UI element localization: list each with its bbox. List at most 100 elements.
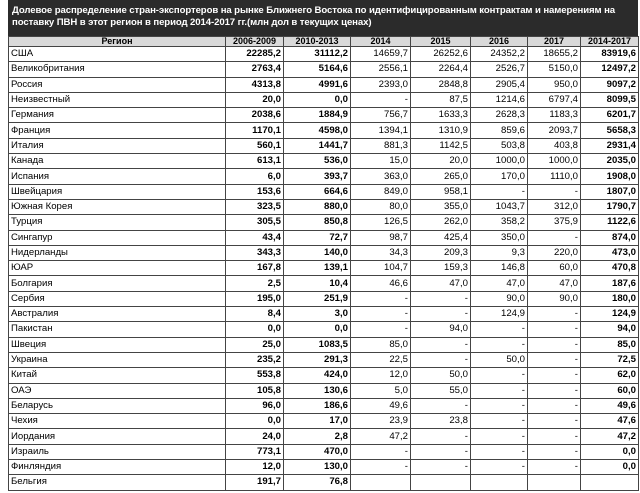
value-cell: 0,0 <box>580 459 639 476</box>
region-cell: Неизвестный <box>8 91 226 109</box>
table-row: Турция 305,5 850,8 126,5 262,0 358,2 375,9 1122… <box>8 214 639 231</box>
header-row: Регион 2006-2009 2010-2013 2014 2015 2016 2017… <box>8 36 639 47</box>
value-cell: 126,5 <box>350 214 411 231</box>
value-cell: 1170,1 <box>225 122 284 139</box>
value-cell: 393,7 <box>283 168 351 185</box>
value-cell: - <box>410 336 471 353</box>
value-cell: - <box>350 306 411 323</box>
value-cell: 5658,3 <box>580 122 639 139</box>
table-title: Долевое распределение стран-экспортеров … <box>8 0 638 36</box>
value-cell: 24,0 <box>225 428 284 445</box>
value-cell: 9097,2 <box>580 76 639 93</box>
value-cell: 159,3 <box>410 260 471 277</box>
value-cell: 2093,7 <box>527 122 581 139</box>
region-cell: ЮАР <box>8 260 226 277</box>
value-cell: - <box>527 382 581 399</box>
value-cell: 139,1 <box>283 260 351 277</box>
value-cell: 94,0 <box>580 321 639 338</box>
value-cell: 265,0 <box>410 168 471 185</box>
table-row: Украина 235,2 291,3 22,5-50,0-72,5 <box>8 351 639 369</box>
value-cell: 2035,0 <box>580 153 639 170</box>
value-cell: 23,8 <box>410 413 471 430</box>
value-cell: 153,6 <box>225 183 284 200</box>
value-cell: 23,9 <box>350 413 411 430</box>
value-cell: - <box>527 321 581 338</box>
value-cell: 6,0 <box>225 168 284 185</box>
value-cell: 20,0 <box>225 91 284 109</box>
value-cell: 4313,8 <box>225 76 284 93</box>
table-row: Италия 560,1 1441,7 881,3 1142,5 503,8 403,8 29… <box>8 137 639 155</box>
value-cell: - <box>350 91 411 109</box>
value-cell: 191,7 <box>225 474 284 491</box>
value-cell: 849,0 <box>350 183 411 200</box>
value-cell: 8,4 <box>225 306 284 323</box>
value-cell: 291,3 <box>283 351 351 369</box>
value-cell: 251,9 <box>283 290 351 308</box>
region-cell: Сербия <box>8 290 226 308</box>
value-cell: 47,2 <box>350 428 411 445</box>
value-cell: 85,0 <box>350 336 411 353</box>
value-cell: 12,0 <box>350 367 411 384</box>
value-cell: - <box>410 351 471 369</box>
region-cell: Израиль <box>8 443 226 461</box>
column-header: 2014-2017 <box>580 36 639 47</box>
region-cell: Нидерланды <box>8 244 226 262</box>
value-cell: 49,6 <box>580 397 639 415</box>
value-cell: 1441,7 <box>283 137 351 155</box>
value-cell: 90,0 <box>470 290 528 308</box>
value-cell: 47,0 <box>410 275 471 292</box>
value-cell: 140,0 <box>283 244 351 262</box>
value-cell: 323,5 <box>225 198 284 216</box>
table-header: Регион 2006-2009 2010-2013 2014 2015 2016 2017… <box>8 36 639 47</box>
table-body: США 22285,2 31112,2 14659,7 26252,6 24352,2 18… <box>8 45 639 491</box>
value-cell: - <box>410 443 471 461</box>
value-cell: - <box>350 321 411 338</box>
value-cell: 1000,0 <box>527 153 581 170</box>
value-cell: - <box>470 336 528 353</box>
value-cell: - <box>470 413 528 430</box>
value-cell: 72,5 <box>580 351 639 369</box>
value-cell: 18655,2 <box>527 45 581 63</box>
value-cell: 1110,0 <box>527 168 581 185</box>
value-cell: 363,0 <box>350 168 411 185</box>
value-cell: 2393,0 <box>350 76 411 93</box>
value-cell: 859,6 <box>470 122 528 139</box>
table-row: Нидерланды 343,3 140,0 34,3 209,3 9,3 220,0 473… <box>8 244 639 262</box>
value-cell: - <box>527 336 581 353</box>
value-cell: 560,1 <box>225 137 284 155</box>
region-cell: Канада <box>8 153 226 170</box>
value-cell: - <box>527 229 581 246</box>
value-cell: 6797,4 <box>527 91 581 109</box>
table-row: Неизвестный 20,0 0,0-87,5 1214,6 6797,4 8099,… <box>8 91 639 109</box>
region-cell: Финляндия <box>8 459 226 476</box>
value-cell: 2038,6 <box>225 107 284 124</box>
table-row: ЮАР 167,8 139,1 104,7 159,3 146,8 60,0 470,8 <box>8 260 639 277</box>
value-cell: 958,1 <box>410 183 471 200</box>
region-cell: Россия <box>8 76 226 93</box>
value-cell: - <box>527 367 581 384</box>
value-cell: 375,9 <box>527 214 581 231</box>
value-cell: - <box>470 321 528 338</box>
value-cell: 850,8 <box>283 214 351 231</box>
value-cell: 22285,2 <box>225 45 284 63</box>
value-cell: 2264,4 <box>410 61 471 78</box>
value-cell: 4598,0 <box>283 122 351 139</box>
value-cell: 1183,3 <box>527 107 581 124</box>
value-cell: 98,7 <box>350 229 411 246</box>
region-cell: Болгария <box>8 275 226 292</box>
value-cell: 9,3 <box>470 244 528 262</box>
column-header: Регион <box>8 36 226 47</box>
value-cell: 350,0 <box>470 229 528 246</box>
value-cell: 87,5 <box>410 91 471 109</box>
value-cell: 425,4 <box>410 229 471 246</box>
value-cell: 2905,4 <box>470 76 528 93</box>
value-cell: 1790,7 <box>580 198 639 216</box>
value-cell: 34,3 <box>350 244 411 262</box>
value-cell: 76,8 <box>283 474 351 491</box>
value-cell: - <box>527 459 581 476</box>
region-cell: Чехия <box>8 413 226 430</box>
value-cell: - <box>350 459 411 476</box>
value-cell: 83919,6 <box>580 45 639 63</box>
value-cell: 773,1 <box>225 443 284 461</box>
